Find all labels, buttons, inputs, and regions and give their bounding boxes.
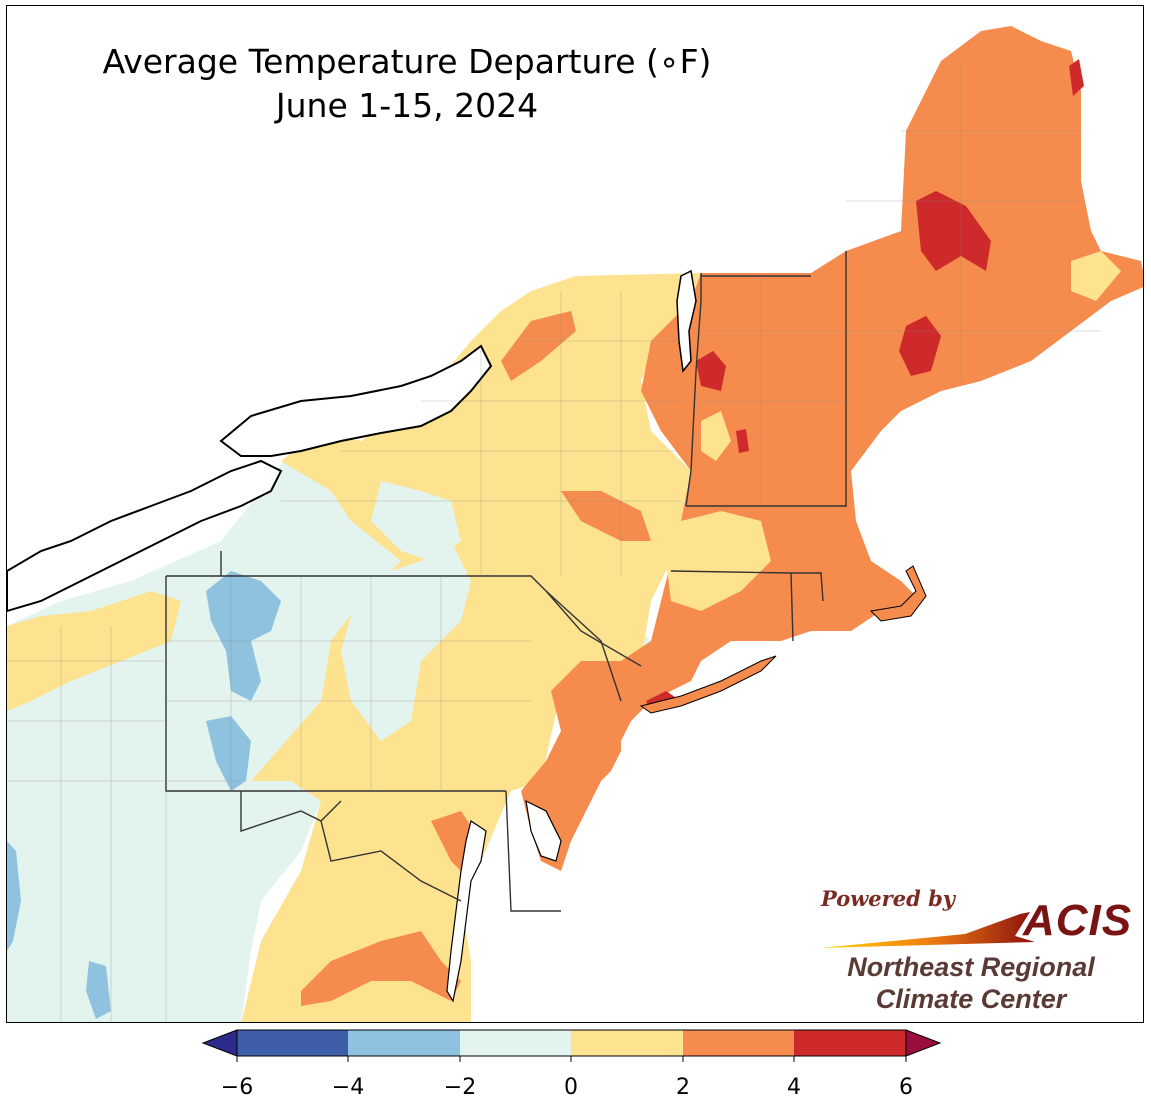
colorbar-bin-4: [571, 1030, 683, 1056]
map-title: Average Temperature Departure (∘F): [102, 42, 712, 81]
region-me-yellow: [1071, 251, 1121, 301]
acis-swoosh-icon: [820, 912, 1035, 948]
legend-tick-label: 2: [676, 1075, 690, 1100]
logo-powered-by: Powered by: [821, 886, 955, 911]
legend-tick-label: 0: [564, 1075, 578, 1100]
region-me-hot3: [1069, 59, 1084, 96]
map-frame: Average Temperature Departure (∘F) June …: [6, 5, 1144, 1023]
region-wv-cold: [206, 716, 251, 791]
cape-cod: [869, 565, 927, 622]
atlantic-ocean: [471, 287, 1143, 1022]
colorbar-bin-3: [460, 1030, 571, 1056]
region-central-warm: [241, 273, 701, 1022]
logo-org-line2: Climate Center: [875, 984, 1067, 1014]
temperature-departure-map: [7, 26, 1143, 1022]
legend-tick-label: 4: [787, 1075, 801, 1100]
colorbar-bin-6: [794, 1030, 906, 1056]
colorbar-arrow-right: [905, 1029, 942, 1057]
region-nh-hot: [736, 429, 749, 453]
region-west-yellow-strip: [7, 591, 181, 711]
region-pa-cold: [206, 571, 281, 701]
colorbar-bin-5: [683, 1030, 794, 1056]
colorbar-bin-1: [237, 1030, 348, 1056]
lake-champlain: [676, 269, 697, 373]
county-lines: [7, 61, 1101, 1022]
region-ct-yellow: [666, 511, 771, 611]
colorbar-bin-2: [348, 1030, 460, 1056]
region-ny-orange: [501, 311, 576, 381]
logo-org-line1: Northeast Regional: [847, 952, 1095, 982]
nrcc-acis-logo: Powered by ACIS Northeast Regional Clima…: [815, 886, 1135, 1016]
region-edge-cold: [7, 841, 21, 951]
region-va-cold: [86, 961, 111, 1019]
map-subtitle-date: June 1-15, 2024: [275, 86, 539, 125]
lake-erie: [7, 459, 283, 613]
legend-tick-label: −2: [443, 1075, 477, 1100]
delaware-bay: [525, 799, 562, 862]
logo-acis-text: ACIS: [1023, 896, 1133, 945]
region-me-hot1: [916, 191, 991, 271]
long-island: [639, 655, 777, 714]
region-vt-hot: [696, 351, 726, 391]
legend-tick-label: −6: [220, 1075, 254, 1100]
colorbar-arrow-left: [201, 1029, 238, 1057]
region-vt-yellow: [701, 411, 731, 461]
legend-tick-label: −4: [331, 1075, 365, 1100]
region-ny-orange2: [561, 491, 651, 541]
chesapeake-bay: [446, 820, 487, 1003]
region-md-orange: [301, 931, 461, 1006]
legend-colorbar: [201, 1029, 942, 1062]
legend-tick-label: 6: [899, 1075, 913, 1100]
